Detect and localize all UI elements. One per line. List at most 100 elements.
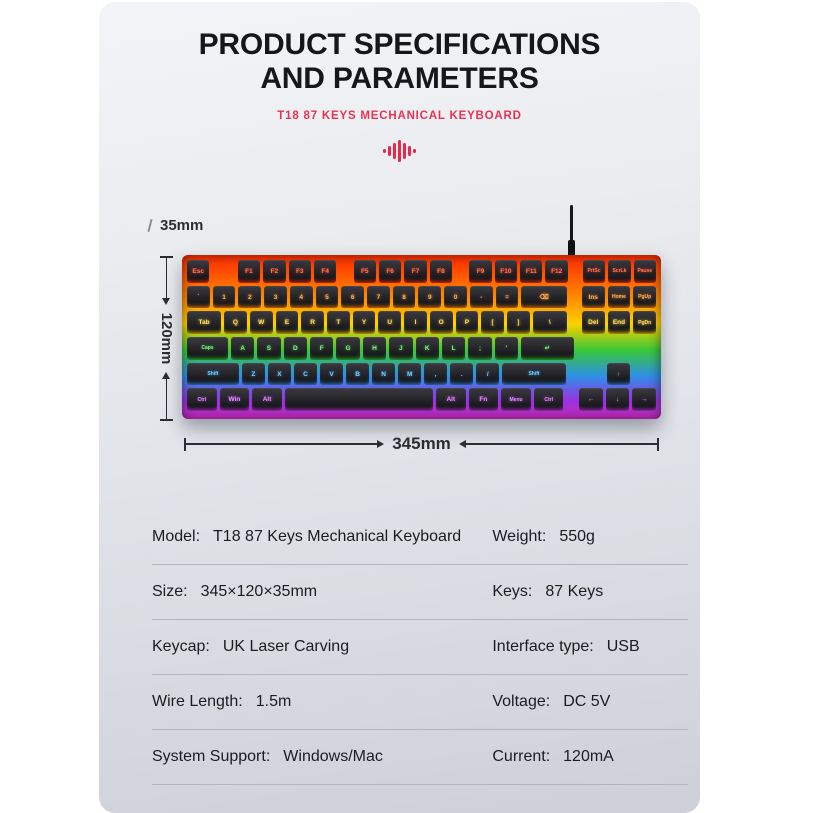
keyboard-key: Win [219, 388, 250, 412]
keyboard-row: Tab Q W E R T Y U I O P[] \ Del End PgDn [187, 311, 657, 335]
keyboard-key: I [404, 311, 427, 335]
keyboard-key: F10 [494, 260, 518, 283]
keyboard-row: ` 1 2 3 4 5 6 7 8 9 0- = ⌫ Ins Home PgUp [187, 285, 657, 309]
keyboard-key: Esc [187, 260, 210, 283]
keyboard-key: = [495, 285, 519, 309]
keyboard-key: C [293, 362, 317, 386]
keyboard-key: , [424, 362, 448, 386]
keyboard-key: Del [581, 311, 605, 335]
spec-cell-left: System Support: Windows/Mac [152, 748, 492, 766]
keyboard-key: Menu [501, 388, 531, 412]
keyboard-key: K [415, 337, 439, 360]
header: PRODUCT SPECIFICATIONS AND PARAMETERS T1… [99, 2, 700, 163]
spec-label: Keycap: [152, 638, 210, 655]
keyboard-key: Home [607, 285, 631, 309]
keyboard-gap [339, 260, 350, 283]
spec-label: Voltage: [492, 693, 551, 710]
spec-value: Windows/Mac [283, 748, 383, 765]
keyboard-row: Ctrl Win Alt Alt Fn Menu Ctrl ← ↓ → [187, 388, 657, 412]
keyboard-key: 5 [315, 285, 339, 309]
spec-cell-right: Interface type: USB [492, 638, 688, 656]
spec-table: Model: T18 87 Keys Mechanical Keyboard Wei… [152, 510, 688, 785]
keyboard-key: Q [224, 311, 247, 335]
keyboard-key: → [632, 388, 657, 412]
keyboard-key: P [455, 311, 479, 335]
spec-label: Wire Length: [152, 693, 243, 710]
keyboard-key: Ins [581, 285, 605, 309]
keyboard-key: End [607, 311, 631, 335]
keyboard-key: M [398, 362, 422, 386]
keyboard-key: ' [494, 337, 519, 360]
dim-line [186, 443, 378, 445]
keyboard-key: A [230, 337, 255, 360]
keyboard-key: ⌫ [521, 285, 567, 309]
keyboard-key: Fn [468, 388, 499, 412]
dim-arrow-icon [162, 297, 171, 305]
keyboard-key: H [362, 337, 387, 360]
keyboard-key: 6 [341, 285, 365, 309]
keyboard-key: ↑ [606, 362, 630, 386]
spec-value: DC 5V [563, 693, 611, 710]
keyboard-key: D [283, 337, 308, 360]
spec-row: Wire Length: 1.5m Voltage: DC 5V [152, 675, 688, 730]
keyboard-row: Caps A S D F G H J K L; ' ↵ [187, 337, 656, 360]
keyboard-key: Caps [187, 337, 228, 360]
keyboard-key: PgDn [633, 311, 657, 335]
keyboard-key: ScrLk [608, 260, 631, 283]
keyboard-key: F [310, 337, 334, 360]
dim-line [165, 258, 168, 298]
spec-value: 1.5m [255, 693, 292, 710]
keyboard-key: / [476, 362, 500, 386]
keyboard-key: R [301, 311, 324, 335]
soundwave-icon [99, 139, 700, 163]
dim-cap [184, 437, 186, 451]
keyboard-key: 9 [418, 285, 442, 309]
spec-cell-right: Weight: 550g [492, 528, 688, 546]
keyboard-cable-plug [568, 240, 575, 257]
keyboard-key: F7 [404, 260, 427, 283]
keyboard-key: Tab [187, 311, 222, 335]
spec-cell-right: Voltage: DC 5V [492, 693, 688, 711]
spec-label: Current: [492, 748, 551, 765]
spec-label: Interface type: [492, 638, 594, 655]
dim-line [465, 443, 658, 445]
width-dimension-label: 345mm [392, 434, 451, 453]
height-dimension-annotation: 35mm [147, 217, 203, 234]
spec-label: Model: [152, 528, 201, 545]
spec-cell-right: Current: 120mA [492, 748, 688, 766]
keyboard-key: PrtSc [582, 260, 606, 283]
keyboard-row: Shift Z X C V B N M,. / Shift ↑ [187, 362, 656, 386]
product-subtitle: T18 87 KEYS MECHANICAL KEYBOARD [277, 110, 522, 122]
keyboard-key: F2 [263, 260, 286, 283]
keyboard-key: Shift [187, 362, 239, 386]
page-title-line-1: PRODUCT SPECIFICATIONS [198, 28, 601, 61]
keyboard-key: 0 [444, 285, 467, 309]
keyboard-key: F9 [469, 260, 492, 283]
spec-value: UK Laser Carving [222, 638, 350, 655]
spec-row: Size: 345×120×35mm Keys: 87 Keys [152, 565, 688, 620]
keyboard-key: \ [532, 311, 567, 335]
keyboard-key: Alt [435, 388, 466, 412]
depth-dimension-annotation: 120mm [158, 256, 175, 422]
keyboard-gap [633, 363, 656, 386]
keyboard-key: Ctrl [187, 388, 217, 412]
keyboard-key: O [429, 311, 453, 335]
keyboard-row: Esc F1 F2 F3 F4 F5 F6 F7 F8 F9 F10 F11 F12 PrtSc ScrLk… [187, 260, 656, 283]
keyboard-key: ← [578, 388, 603, 412]
keyboard-key: F4 [313, 260, 337, 283]
dim-arrow-icon [162, 372, 171, 380]
keyboard-key: ↓ [605, 388, 630, 412]
spec-cell-left: Model: T18 87 Keys Mechanical Keyboard [152, 528, 492, 546]
keyboard-key: F1 [237, 260, 261, 283]
spec-cell-left: Size: 345×120×35mm [152, 583, 492, 601]
keyboard-gap [566, 388, 575, 411]
keyboard-key: F8 [429, 260, 453, 283]
spec-value: 345×120×35mm [200, 583, 318, 600]
dim-cap [160, 419, 173, 422]
keyboard-gap [570, 311, 579, 334]
keyboard-key: G [336, 337, 360, 360]
product-spec-card: PRODUCT SPECIFICATIONS AND PARAMETERS T1… [99, 2, 700, 813]
keyboard-key: F11 [520, 260, 543, 283]
keyboard-image: Esc F1 F2 F3 F4 F5 F6 F7 F8 F9 F10 F11 F12 PrtSc ScrLk… [182, 255, 661, 419]
keyboard-key: F3 [288, 260, 311, 283]
